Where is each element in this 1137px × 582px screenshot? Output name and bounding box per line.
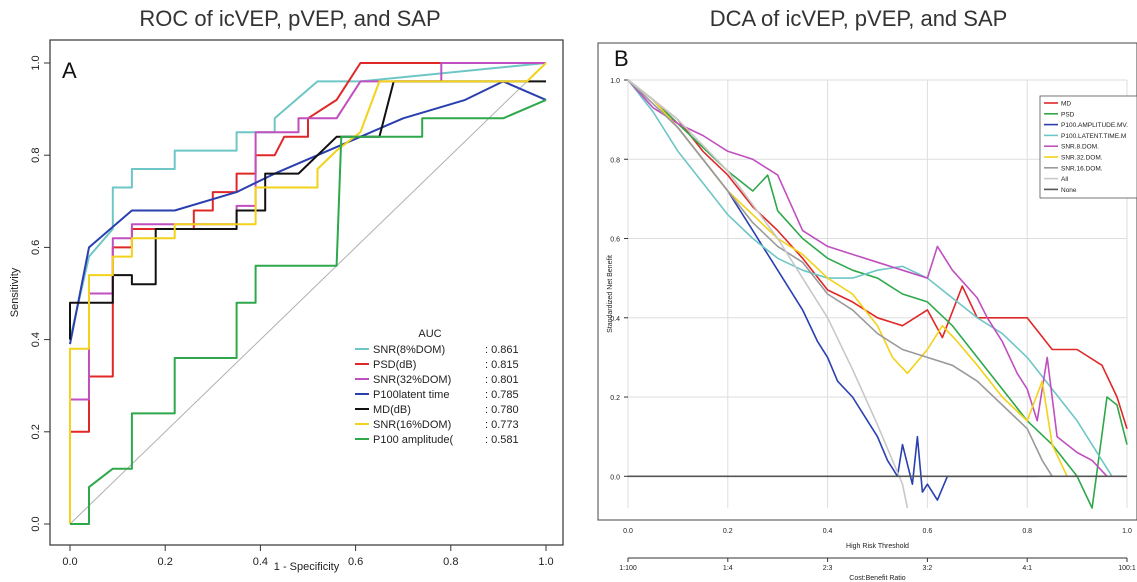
legend-value: : 0.780 bbox=[485, 404, 519, 416]
secondary-tick-label: 2:3 bbox=[823, 565, 833, 572]
roc-curve bbox=[69, 80, 547, 345]
panel-letter: B bbox=[614, 46, 629, 71]
x-tick-label: 1.0 bbox=[538, 556, 553, 568]
panel-letter: A bbox=[62, 58, 77, 83]
series-group bbox=[627, 79, 1128, 509]
legend-value: : 0.581 bbox=[485, 434, 519, 446]
legend-label: SNR.32.DOM. bbox=[1061, 155, 1103, 162]
legend-value: : 0.773 bbox=[485, 419, 519, 431]
legend-value: : 0.785 bbox=[485, 389, 519, 401]
legend-label: P100latent time bbox=[373, 389, 449, 401]
x-tick-label: 0.0 bbox=[623, 528, 633, 535]
legend-label: PSD bbox=[1061, 111, 1075, 118]
roc-curve bbox=[70, 62, 546, 433]
y-axis-label: Sensitivity bbox=[9, 267, 21, 317]
secondary-tick-label: 1:100 bbox=[619, 565, 637, 572]
legend-label: PSD(dB) bbox=[373, 359, 416, 371]
x-tick-label: 0.4 bbox=[253, 556, 268, 568]
legend-label: SNR(16%DOM) bbox=[373, 419, 451, 431]
secondary-tick-label: 100:1 bbox=[1118, 565, 1136, 572]
legend-label: All bbox=[1061, 176, 1069, 183]
x-axis-label: 1 - Specificity bbox=[274, 561, 340, 573]
x-tick-label: 0.6 bbox=[923, 528, 933, 535]
x-tick-label: 0.4 bbox=[823, 528, 833, 535]
legend-label: P100 amplitude( bbox=[373, 434, 453, 446]
legend-label: SNR(32%DOM) bbox=[373, 374, 451, 386]
x-tick-label: 0.8 bbox=[443, 556, 458, 568]
secondary-tick-label: 3:2 bbox=[923, 565, 933, 572]
legend-label: MD(dB) bbox=[373, 404, 411, 416]
x-tick-label: 0.2 bbox=[723, 528, 733, 535]
legend: MD PSD P100.AMPLITUDE.MV. P100.LATENT.TIME.… bbox=[1039, 95, 1137, 199]
legend-value: : 0.801 bbox=[485, 374, 519, 386]
x-tick-label: 1.0 bbox=[1122, 528, 1132, 535]
dca-chart: B 0.0 0.2 0.4 0.6 0.8 1.0 0.0 0.2 0.4 0.6 0.8 1.0 Hig… bbox=[597, 42, 1137, 582]
plot-frame bbox=[49, 39, 564, 546]
roc-curve bbox=[70, 98, 547, 525]
dca-curve bbox=[627, 79, 1113, 477]
x-tick-label: 0.2 bbox=[158, 556, 173, 568]
dca-curve bbox=[627, 79, 1108, 477]
secondary-tick-label: 1:4 bbox=[723, 565, 733, 572]
plot-frame bbox=[597, 42, 1137, 521]
legend-value: : 0.815 bbox=[485, 359, 519, 371]
y-tick-label: 0.0 bbox=[30, 516, 42, 531]
reference-diagonal bbox=[69, 62, 547, 525]
x-tick-label: 0.6 bbox=[348, 556, 363, 568]
dca-curve bbox=[627, 79, 909, 509]
legend-label: P100.AMPLITUDE.MV. bbox=[1061, 122, 1128, 129]
roc-curve bbox=[70, 62, 546, 401]
y-tick-label: 0.6 bbox=[610, 237, 620, 244]
secondary-tick-label: 4:1 bbox=[1022, 565, 1032, 572]
y-tick-label: 0.2 bbox=[30, 424, 42, 439]
y-tick-label: 1.0 bbox=[30, 55, 42, 70]
x-axis-label: High Risk Threshold bbox=[846, 543, 909, 550]
roc-curve bbox=[69, 62, 547, 340]
y-tick-label: 1.0 bbox=[610, 78, 620, 85]
x-tick-label: 0.8 bbox=[1022, 528, 1032, 535]
y-tick-label: 0.4 bbox=[30, 332, 42, 347]
secondary-axis-label: Cost:Benefit Ratio bbox=[849, 575, 906, 582]
roc-curve bbox=[69, 62, 547, 524]
y-tick-label: 0.2 bbox=[610, 395, 620, 402]
legend-label: MD bbox=[1061, 101, 1071, 108]
legend-label: None bbox=[1061, 187, 1077, 194]
dca-curve bbox=[627, 79, 1128, 429]
y-tick-label: 0.4 bbox=[610, 316, 620, 323]
y-tick-label: 0.0 bbox=[610, 474, 620, 481]
y-tick-label: 0.6 bbox=[30, 240, 42, 255]
y-axis-label: Standardized Net Benefit bbox=[607, 255, 614, 333]
legend-value: : 0.861 bbox=[485, 344, 519, 356]
legend-title: AUC bbox=[418, 328, 441, 340]
legend-label: SNR.16.DOM. bbox=[1061, 165, 1103, 172]
roc-chart: A 0.0 0.2 0.4 0.6 0.8 1.0 0.0 0.2 0.4 0.6 0.8 1.0 1 -… bbox=[9, 39, 564, 573]
legend-label: SNR.8.DOM. bbox=[1061, 144, 1099, 151]
y-tick-label: 0.8 bbox=[610, 157, 620, 164]
chart-b-title: DCA of icVEP, pVEP, and SAP bbox=[709, 6, 1008, 31]
legend-label: P100.LATENT.TIME.M bbox=[1061, 133, 1126, 140]
dca-curve bbox=[627, 79, 1053, 477]
legend-label: SNR(8%DOM) bbox=[373, 344, 445, 356]
y-tick-label: 0.8 bbox=[30, 148, 42, 163]
chart-a-title: ROC of icVEP, pVEP, and SAP bbox=[139, 6, 441, 31]
x-tick-label: 0.0 bbox=[62, 556, 77, 568]
